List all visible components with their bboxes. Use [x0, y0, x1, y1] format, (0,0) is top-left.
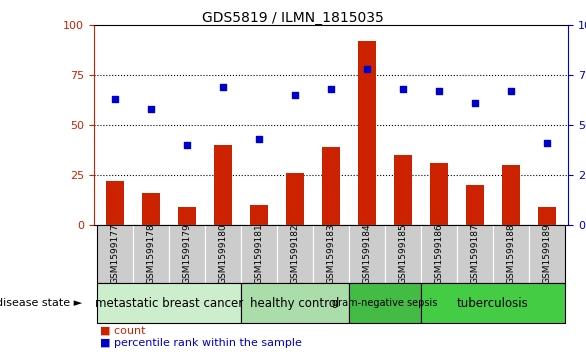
Bar — [457, 225, 493, 283]
Point — [434, 88, 444, 94]
Text: ■ percentile rank within the sample: ■ percentile rank within the sample — [100, 338, 301, 348]
Point — [326, 86, 336, 92]
Text: GSM1599177: GSM1599177 — [111, 224, 120, 285]
Text: GDS5819 / ILMN_1815035: GDS5819 / ILMN_1815035 — [202, 11, 384, 25]
Text: healthy control: healthy control — [250, 297, 340, 310]
Text: GSM1599181: GSM1599181 — [255, 224, 264, 285]
Bar — [241, 283, 349, 323]
Bar — [313, 225, 349, 283]
Bar — [241, 225, 277, 283]
Text: GSM1599183: GSM1599183 — [326, 224, 336, 285]
Bar — [106, 181, 124, 225]
Point — [219, 84, 228, 90]
Text: GSM1599180: GSM1599180 — [219, 224, 228, 285]
Bar — [134, 225, 169, 283]
Bar — [430, 163, 448, 225]
Bar — [421, 225, 457, 283]
Point — [470, 100, 479, 106]
Bar — [322, 147, 340, 225]
Bar — [358, 41, 376, 225]
Point — [146, 106, 156, 112]
Bar — [502, 165, 520, 225]
Text: tuberculosis: tuberculosis — [457, 297, 529, 310]
Text: GSM1599186: GSM1599186 — [434, 224, 444, 285]
Text: gram-negative sepsis: gram-negative sepsis — [332, 298, 438, 308]
Bar — [385, 225, 421, 283]
Text: GSM1599187: GSM1599187 — [471, 224, 479, 285]
Bar — [286, 173, 304, 225]
Text: GSM1599179: GSM1599179 — [183, 224, 192, 285]
Bar — [205, 225, 241, 283]
Text: GSM1599182: GSM1599182 — [291, 224, 299, 285]
Text: GSM1599185: GSM1599185 — [398, 224, 407, 285]
Text: metastatic breast cancer: metastatic breast cancer — [95, 297, 243, 310]
Point — [506, 88, 516, 94]
Bar — [250, 205, 268, 225]
Point — [254, 136, 264, 142]
Bar — [394, 155, 412, 225]
Bar — [97, 225, 134, 283]
Bar — [493, 225, 529, 283]
Bar — [421, 283, 565, 323]
Bar — [277, 225, 313, 283]
Bar — [538, 207, 556, 225]
Bar — [169, 225, 205, 283]
Bar — [349, 283, 421, 323]
Bar — [529, 225, 565, 283]
Text: GSM1599189: GSM1599189 — [543, 224, 551, 285]
Point — [362, 66, 372, 72]
Point — [111, 96, 120, 102]
Text: ■ count: ■ count — [100, 325, 145, 335]
Text: GSM1599178: GSM1599178 — [147, 224, 156, 285]
Bar — [178, 207, 196, 225]
Bar — [349, 225, 385, 283]
Text: GSM1599188: GSM1599188 — [506, 224, 515, 285]
Text: GSM1599184: GSM1599184 — [363, 224, 372, 285]
Point — [398, 86, 408, 92]
Bar — [142, 193, 161, 225]
Point — [291, 92, 300, 98]
Text: disease state ►: disease state ► — [0, 298, 82, 308]
Bar — [97, 283, 241, 323]
Bar — [214, 145, 232, 225]
Bar — [466, 185, 484, 225]
Point — [542, 140, 551, 146]
Point — [183, 142, 192, 148]
